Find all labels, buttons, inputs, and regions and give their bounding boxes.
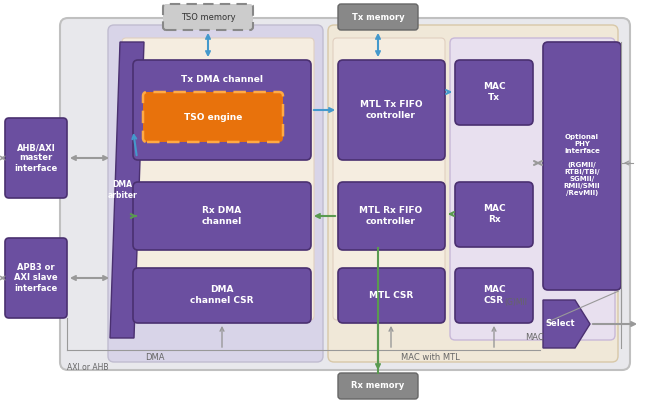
Text: TSO memory: TSO memory xyxy=(181,13,235,22)
FancyBboxPatch shape xyxy=(133,268,311,323)
Text: MAC with MTL: MAC with MTL xyxy=(400,352,460,361)
FancyBboxPatch shape xyxy=(133,182,311,250)
Text: Tx DMA channel: Tx DMA channel xyxy=(181,76,263,85)
Text: MTL Tx FIFO
controller: MTL Tx FIFO controller xyxy=(359,100,422,120)
Text: MTL Rx FIFO
controller: MTL Rx FIFO controller xyxy=(359,206,422,226)
Text: Tx memory: Tx memory xyxy=(352,13,404,22)
FancyBboxPatch shape xyxy=(108,25,323,362)
FancyBboxPatch shape xyxy=(338,268,445,323)
FancyBboxPatch shape xyxy=(133,60,311,160)
Text: Select: Select xyxy=(545,319,575,328)
Text: DMA: DMA xyxy=(145,352,164,361)
FancyBboxPatch shape xyxy=(338,4,418,30)
Text: TSO engine: TSO engine xyxy=(184,112,242,122)
FancyBboxPatch shape xyxy=(5,118,67,198)
FancyBboxPatch shape xyxy=(163,4,253,30)
Text: MTL CSR: MTL CSR xyxy=(369,291,413,300)
Text: (G)MII: (G)MII xyxy=(504,298,528,306)
FancyBboxPatch shape xyxy=(455,268,533,323)
FancyBboxPatch shape xyxy=(338,60,445,160)
FancyBboxPatch shape xyxy=(60,18,630,370)
Polygon shape xyxy=(543,300,590,348)
Text: Rx memory: Rx memory xyxy=(352,381,404,390)
FancyBboxPatch shape xyxy=(143,92,283,142)
FancyBboxPatch shape xyxy=(543,42,621,290)
Text: MAC
CSR: MAC CSR xyxy=(483,285,505,305)
FancyBboxPatch shape xyxy=(338,373,418,399)
Polygon shape xyxy=(110,42,144,338)
Text: Optional
PHY
interface

(RGMII/
RTBI/TBI/
SGMII/
RMII/SMII
/RevMII): Optional PHY interface (RGMII/ RTBI/TBI/… xyxy=(564,134,601,196)
FancyBboxPatch shape xyxy=(455,182,533,247)
FancyBboxPatch shape xyxy=(328,25,618,362)
Text: DMA
arbiter: DMA arbiter xyxy=(107,180,137,200)
Text: APB3 or
AXI slave
interface: APB3 or AXI slave interface xyxy=(14,263,58,293)
Text: MAC
Rx: MAC Rx xyxy=(483,204,505,224)
Text: AHB/AXI
master
interface: AHB/AXI master interface xyxy=(14,143,58,173)
FancyBboxPatch shape xyxy=(122,38,314,320)
Text: AXI or AHB: AXI or AHB xyxy=(67,363,109,372)
Text: MAC
Tx: MAC Tx xyxy=(483,82,505,102)
FancyBboxPatch shape xyxy=(450,38,615,340)
FancyBboxPatch shape xyxy=(338,182,445,250)
Text: MAC: MAC xyxy=(526,333,545,341)
FancyBboxPatch shape xyxy=(5,238,67,318)
Text: DMA
channel CSR: DMA channel CSR xyxy=(190,285,254,305)
FancyBboxPatch shape xyxy=(455,60,533,125)
FancyBboxPatch shape xyxy=(333,38,445,320)
Text: Rx DMA
channel: Rx DMA channel xyxy=(202,206,242,226)
